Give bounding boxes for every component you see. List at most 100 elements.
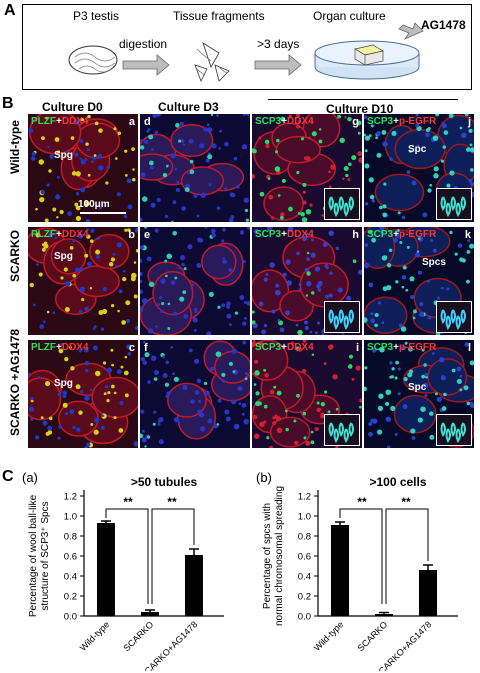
cell-nucleus: [187, 244, 193, 250]
cell-nucleus: [89, 286, 93, 290]
cell-nucleus: [141, 196, 148, 202]
cell-nucleus: [224, 409, 230, 415]
cell-nucleus: [144, 352, 150, 358]
cell-nucleus: [218, 147, 221, 150]
cell-nucleus: [469, 243, 474, 249]
cell-nucleus: [463, 385, 469, 391]
cell-nucleus: [124, 393, 129, 398]
tubule: [252, 340, 289, 381]
cell-nucleus: [231, 399, 237, 405]
cell-nucleus: [160, 309, 164, 314]
micrograph-tile: f: [140, 340, 250, 448]
cell-nucleus: [49, 416, 53, 421]
cell-nucleus: [437, 296, 441, 300]
scale-bar-label: 100μm: [78, 199, 110, 210]
cell-nucleus: [310, 238, 314, 242]
cell-nucleus: [158, 295, 163, 300]
cell-nucleus: [466, 279, 470, 284]
col-header-d10: Culture D10: [326, 102, 394, 116]
cell-nucleus: [443, 392, 447, 397]
cell-nucleus: [394, 432, 398, 436]
cell-nucleus: [397, 392, 401, 396]
cell-nucleus: [407, 372, 413, 378]
cell-nucleus: [398, 323, 403, 328]
cell-nucleus: [105, 385, 109, 389]
cell-nucleus: [55, 194, 61, 200]
cell-nucleus: [277, 318, 281, 322]
cell-nucleus: [228, 217, 234, 222]
cell-nucleus: [423, 363, 427, 367]
tissue-texture: [140, 340, 250, 448]
tissue-texture: [28, 227, 138, 331]
cell-nucleus: [39, 197, 45, 203]
cell-nucleus: [311, 353, 315, 356]
cell-nucleus: [84, 201, 90, 207]
cell-nucleus: [166, 253, 172, 260]
y-tick-label: 0.8: [64, 532, 77, 543]
cell-nucleus: [401, 285, 405, 289]
cell-nucleus: [182, 290, 187, 294]
cell-nucleus: [427, 188, 432, 193]
cell-nucleus: [41, 247, 46, 252]
cell-nucleus: [411, 436, 416, 440]
cell-nucleus: [45, 116, 48, 120]
cell-nucleus: [37, 376, 41, 379]
cell-nucleus: [152, 422, 156, 426]
cell-nucleus: [124, 149, 128, 153]
cell-nucleus: [441, 121, 444, 125]
inset-image: [324, 188, 360, 220]
tissue-texture: [28, 343, 138, 448]
cell-nucleus: [221, 379, 225, 382]
arrow-icon: [254, 54, 302, 76]
cell-nucleus: [75, 427, 81, 432]
cell-nucleus: [140, 217, 143, 222]
cell-nucleus: [204, 227, 208, 229]
cell-nucleus: [140, 145, 145, 150]
cell-nucleus: [466, 250, 471, 254]
cell-nucleus: [176, 180, 180, 184]
cell-nucleus: [279, 215, 284, 220]
cell-nucleus: [443, 130, 449, 135]
sig-label: **: [401, 495, 411, 509]
tile-letter: l: [467, 342, 471, 354]
cell-nucleus: [123, 214, 128, 219]
cell-nucleus: [239, 295, 245, 300]
cell-nucleus: [35, 262, 39, 266]
cell-nucleus: [188, 348, 193, 353]
cell-nucleus: [114, 157, 118, 160]
cell-nucleus: [125, 318, 131, 323]
cell-nucleus: [93, 154, 97, 157]
cell-nucleus: [73, 119, 80, 125]
cell-nucleus: [87, 261, 92, 267]
cell-nucleus: [380, 230, 385, 235]
cell-nucleus: [65, 281, 71, 287]
y-axis-label: Percentage of wool ball-like: [28, 494, 39, 617]
cell-nucleus: [399, 241, 403, 245]
cell-nucleus: [69, 346, 72, 349]
cell-nucleus: [310, 430, 314, 434]
cell-nucleus: [116, 369, 122, 375]
cell-nucleus: [140, 258, 143, 264]
cell-nucleus: [157, 422, 161, 426]
cell-nucleus: [396, 229, 400, 232]
cell-nucleus: [468, 128, 473, 133]
cell-nucleus: [79, 139, 84, 143]
cell-nucleus: [167, 302, 171, 306]
cell-nucleus: [133, 294, 138, 299]
cell-nucleus: [194, 310, 198, 314]
cell-nucleus: [78, 410, 83, 415]
cell-nucleus: [244, 208, 249, 213]
cell-nucleus: [408, 346, 413, 352]
cell-nucleus: [84, 253, 89, 258]
cell-nucleus: [94, 370, 101, 377]
cell-nucleus: [29, 282, 34, 288]
cell-nucleus: [368, 134, 372, 138]
y-axis-label: structure of SCP3⁺ Spcs: [40, 501, 51, 610]
sig-label: **: [123, 495, 133, 509]
cell-nucleus: [46, 310, 50, 314]
cell-nucleus: [105, 181, 109, 185]
cell-nucleus: [182, 143, 185, 146]
cell-nucleus: [85, 142, 89, 146]
cell-nucleus: [255, 391, 260, 396]
cell-nucleus: [416, 144, 420, 148]
